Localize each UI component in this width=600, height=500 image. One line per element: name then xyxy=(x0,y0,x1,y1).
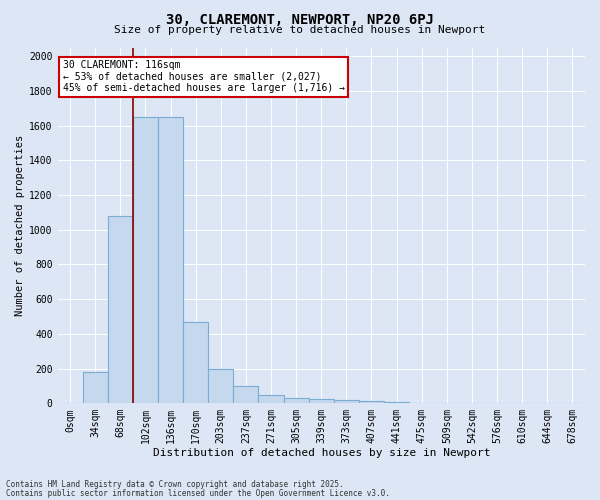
Text: 30, CLAREMONT, NEWPORT, NP20 6PJ: 30, CLAREMONT, NEWPORT, NP20 6PJ xyxy=(166,12,434,26)
Bar xyxy=(158,117,183,403)
Bar xyxy=(83,372,108,403)
Bar xyxy=(334,400,359,403)
Text: 30 CLAREMONT: 116sqm
← 53% of detached houses are smaller (2,027)
45% of semi-de: 30 CLAREMONT: 116sqm ← 53% of detached h… xyxy=(63,60,345,93)
Text: Size of property relative to detached houses in Newport: Size of property relative to detached ho… xyxy=(115,25,485,35)
Bar xyxy=(183,322,208,403)
X-axis label: Distribution of detached houses by size in Newport: Distribution of detached houses by size … xyxy=(152,448,490,458)
Text: Contains public sector information licensed under the Open Government Licence v3: Contains public sector information licen… xyxy=(6,488,390,498)
Bar xyxy=(284,398,309,403)
Bar xyxy=(309,399,334,403)
Bar xyxy=(108,216,133,403)
Bar xyxy=(384,402,409,403)
Bar xyxy=(259,394,284,403)
Bar xyxy=(409,402,434,403)
Bar xyxy=(233,386,259,403)
Bar xyxy=(208,368,233,403)
Y-axis label: Number of detached properties: Number of detached properties xyxy=(15,134,25,316)
Text: Contains HM Land Registry data © Crown copyright and database right 2025.: Contains HM Land Registry data © Crown c… xyxy=(6,480,344,489)
Bar xyxy=(359,402,384,403)
Bar xyxy=(133,117,158,403)
